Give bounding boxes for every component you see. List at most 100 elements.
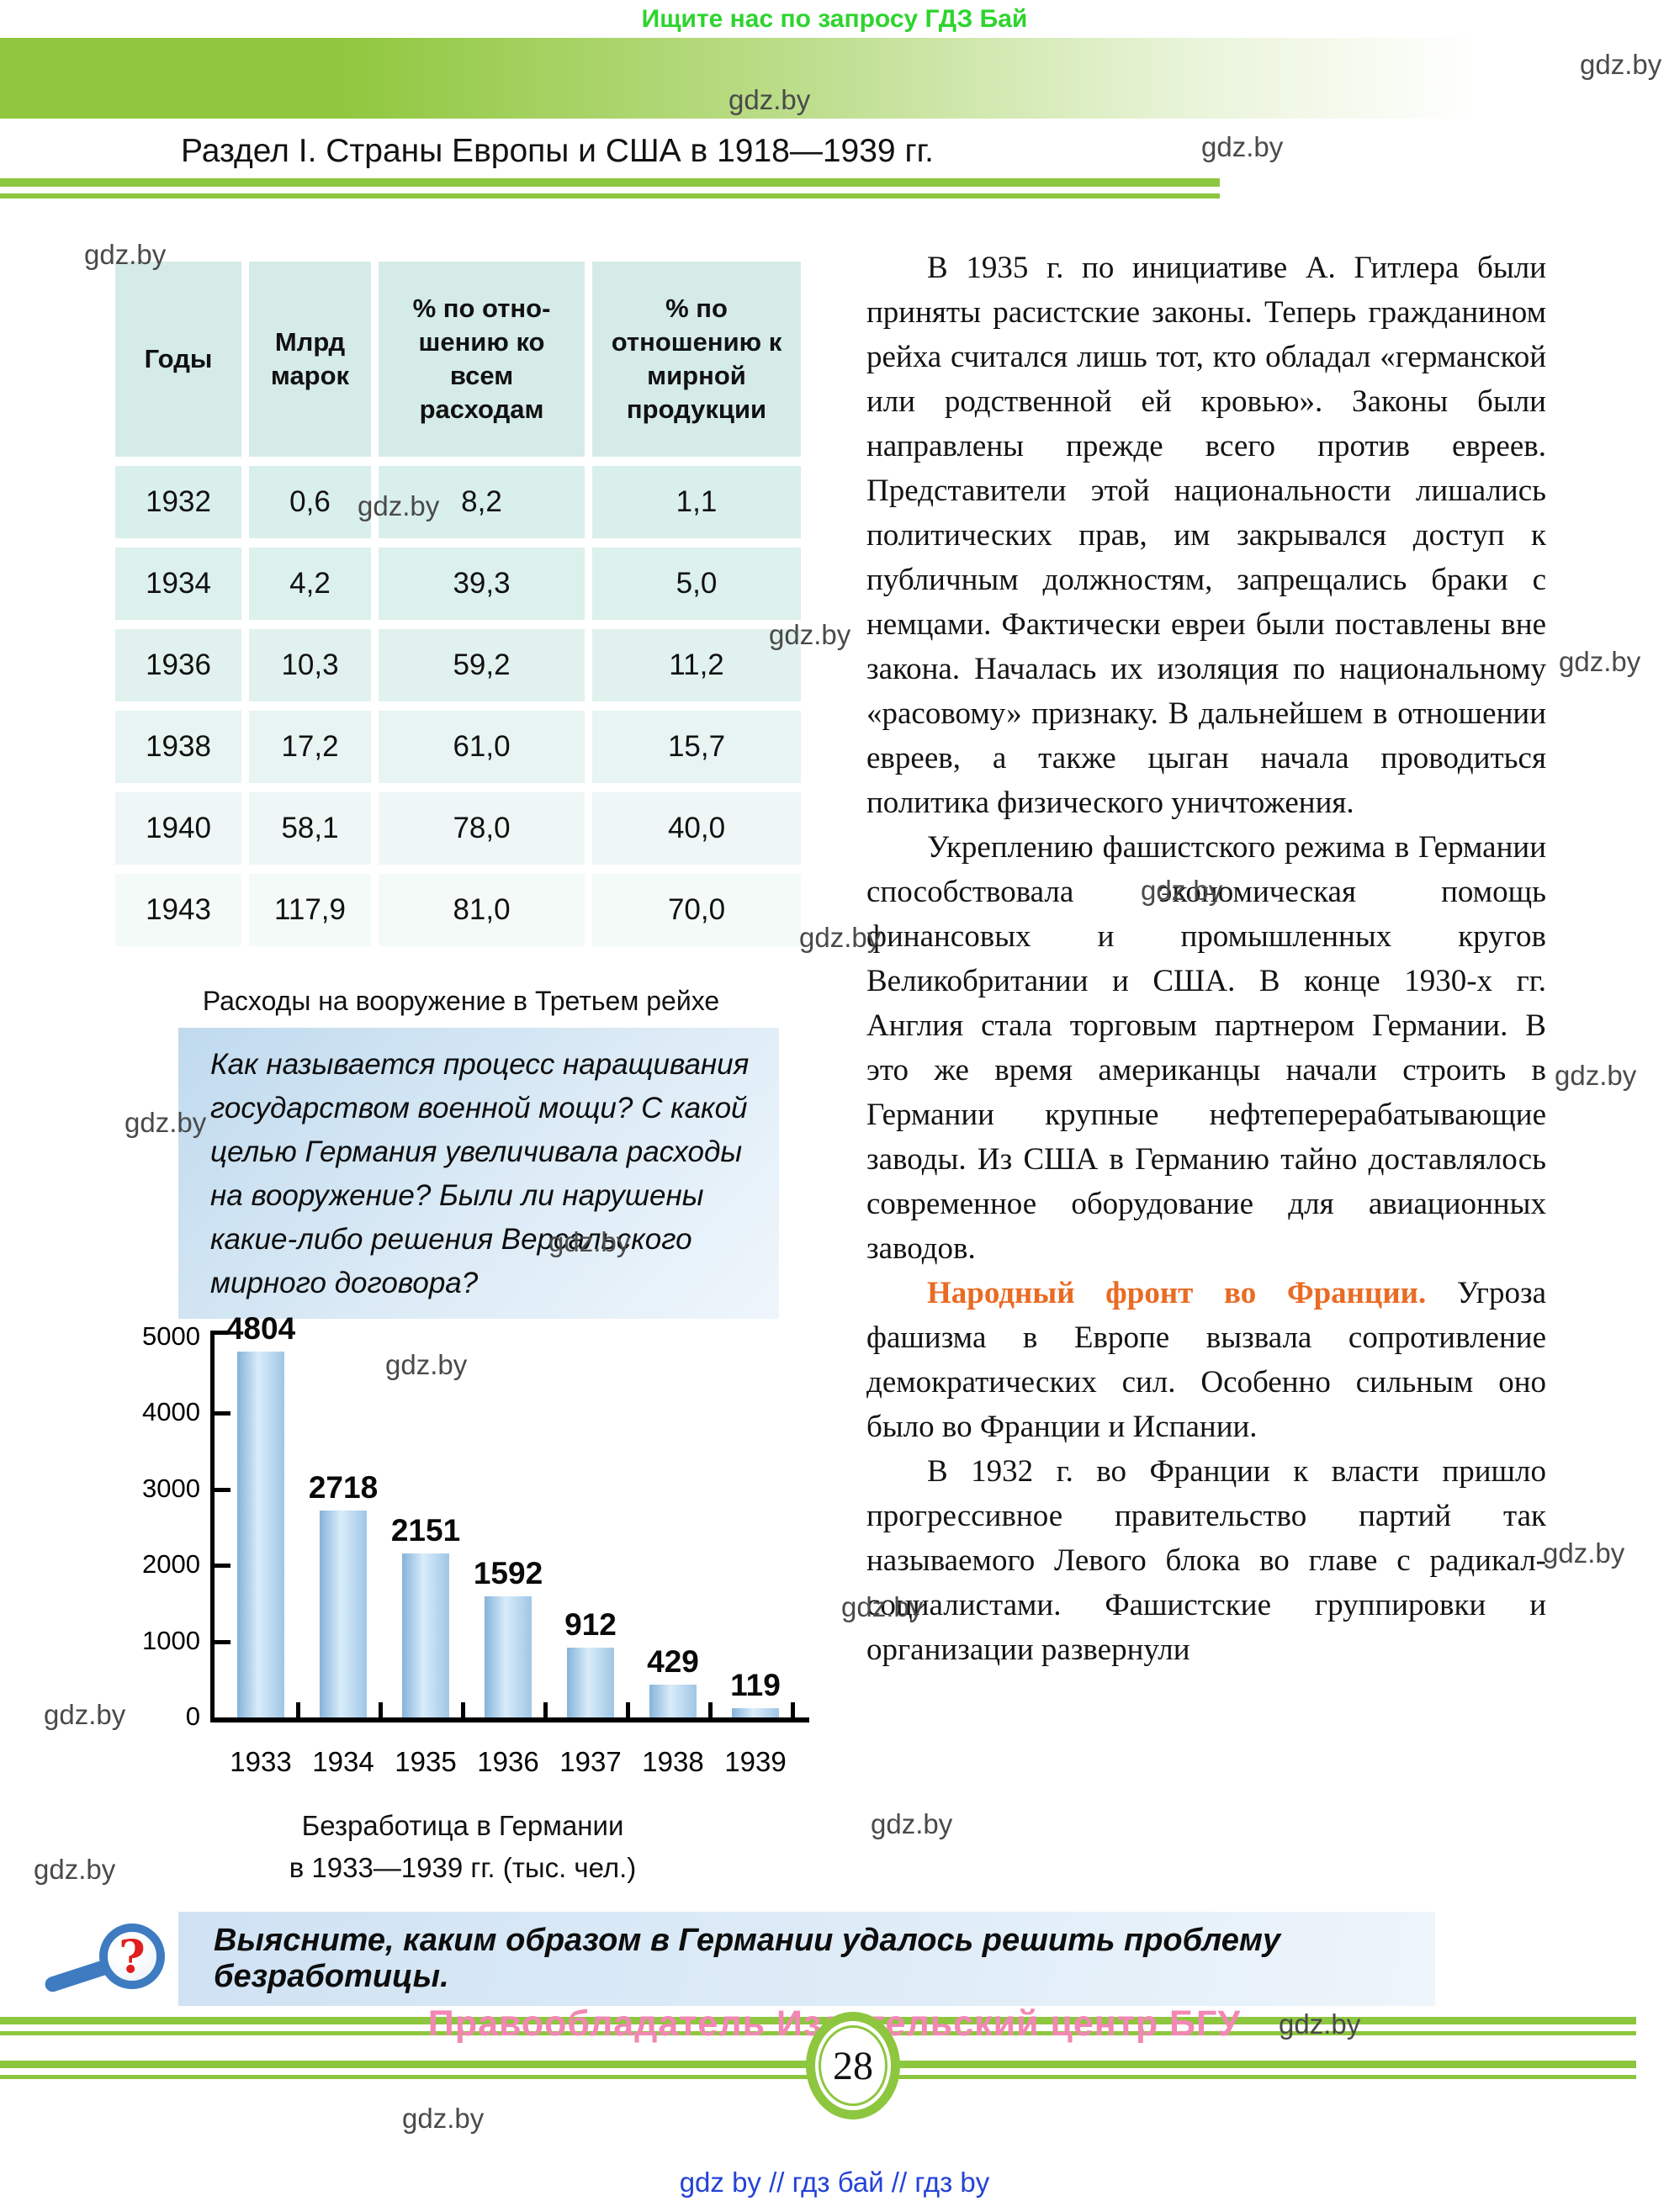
gdzby-watermark: gdz.by — [1559, 646, 1641, 677]
header-green-bar — [0, 38, 1527, 119]
gdzby-watermark: gdz.by — [841, 1591, 924, 1622]
gdzby-watermark: gdz.by — [358, 490, 440, 521]
x-tick-label: 1939 — [724, 1746, 787, 1777]
magnifier-icon — [99, 1924, 165, 1989]
table-cell: 1934 — [115, 548, 241, 620]
table-body: 1932 0,6 8,2 1,1 1934 4,2 39,3 5,0 1936 10,3 59,2 1… — [115, 466, 801, 946]
footer-links-text: gdz by // гдз бай // гдз by — [679, 2167, 990, 2198]
table-cell: 70,0 — [592, 874, 801, 946]
table-row: 1940 58,1 78,0 40,0 — [115, 792, 801, 865]
table-cell: 81,0 — [379, 874, 585, 946]
y-axis — [210, 1331, 215, 1723]
gdzby-watermark: gdz.by — [548, 1226, 631, 1257]
gdzby-watermark: gdz.by — [385, 1349, 468, 1380]
divider-line — [0, 178, 1220, 187]
y-tick-label: 0 — [185, 1701, 200, 1731]
table-header-cell: Млрд марок — [249, 262, 371, 457]
paragraph-heading: Народный фронт во Франции. — [927, 1276, 1457, 1310]
table-cell: 10,3 — [249, 629, 371, 701]
y-tick — [210, 1564, 230, 1568]
chart-caption-line1: Безработица в Германии — [301, 1810, 624, 1841]
table-cell: 78,0 — [379, 792, 585, 865]
divider-line — [0, 193, 1220, 198]
table-row: 1934 4,2 39,3 5,0 — [115, 548, 801, 620]
task-box: Выясните, каким образом в Германии удало… — [178, 1912, 1435, 2006]
table-row: 1932 0,6 8,2 1,1 — [115, 466, 801, 538]
gdzby-watermark: gdz.by — [402, 2103, 485, 2134]
gdzby-watermark: gdz.by — [44, 1699, 126, 1730]
bar-value-label: 912 — [564, 1607, 617, 1642]
article-text: В 1935 г. по инициативе А. Гитлера были … — [866, 246, 1546, 1672]
chart-caption: Безработица в Германии в 1933—1939 гг. (… — [109, 1805, 816, 1889]
table-cell: 58,1 — [249, 792, 371, 865]
question-box: Как называется процесс наращивания госуд… — [178, 1028, 779, 1319]
gdzby-watermark: gdz.by — [799, 922, 882, 953]
x-tick-label: 1936 — [477, 1746, 539, 1777]
x-axis — [210, 1717, 809, 1723]
y-tick-label: 4000 — [142, 1397, 200, 1426]
question-mark-icon: ? — [119, 1929, 146, 1983]
bar — [732, 1708, 779, 1717]
bar-value-label: 2718 — [308, 1470, 379, 1505]
table-cell: 17,2 — [249, 711, 371, 783]
x-tick-label: 1934 — [312, 1746, 374, 1777]
gdzby-watermark: gdz.by — [769, 619, 851, 650]
bar-value-label: 119 — [730, 1668, 781, 1702]
armament-expenses-table: Годы Млрд марок% по отно- шению ко всем р… — [108, 252, 808, 955]
bar — [567, 1648, 614, 1717]
gdzby-watermark: gdz.by — [1580, 49, 1662, 80]
gdzby-watermark: gdz.by — [1201, 131, 1284, 162]
chart-caption-line2: в 1933—1939 гг. (тыс. чел.) — [289, 1852, 637, 1883]
x-tick — [379, 1702, 383, 1717]
table-cell: 59,2 — [379, 629, 585, 701]
table-cell: 1932 — [115, 466, 241, 538]
paragraph: В 1932 г. во Франции к власти пришло про… — [866, 1454, 1546, 1667]
table-cell: 0,6 — [249, 466, 371, 538]
table-cell: 1,1 — [592, 466, 801, 538]
promo-banner-text: Ищите нас по запросу ГДЗ Бай — [641, 5, 1028, 33]
bar — [485, 1596, 532, 1717]
x-tick-label: 1933 — [230, 1746, 292, 1777]
bar-value-label: 429 — [647, 1644, 699, 1679]
table-cell: 40,0 — [592, 792, 801, 865]
table-cell: 117,9 — [249, 874, 371, 946]
table-caption: Расходы на вооружение в Третьем рейхе — [202, 986, 720, 1016]
paragraph: Укреплению фашистского режима в Германии… — [866, 830, 1546, 1266]
x-tick — [461, 1702, 465, 1717]
x-tick — [296, 1702, 300, 1717]
table-header-cell: % по отно- шению ко всем расходам — [379, 262, 585, 457]
table-cell: 1938 — [115, 711, 241, 783]
table-header: Годы Млрд марок% по отно- шению ко всем р… — [115, 262, 801, 457]
gdzby-watermark: gdz.by — [84, 239, 167, 270]
table-cell: 4,2 — [249, 548, 371, 620]
table-header-cell: Годы — [115, 262, 241, 457]
x-tick-label: 1935 — [395, 1746, 457, 1777]
table-cell: 61,0 — [379, 711, 585, 783]
table-header-cell: % по отношению к мирной продукции — [592, 262, 801, 457]
table-row: 1936 10,3 59,2 11,2 — [115, 629, 801, 701]
y-tick-label: 3000 — [142, 1473, 200, 1503]
bar — [402, 1553, 449, 1717]
bar — [649, 1685, 697, 1717]
y-axis-top-tick — [210, 1331, 229, 1335]
table-cell: 1940 — [115, 792, 241, 865]
y-tick-label: 1000 — [142, 1625, 200, 1655]
bar-value-label: 4804 — [225, 1311, 296, 1346]
unemployment-bar-chart: 0 1000 2000 3000 4000 5000 4804 1933 2718 1934 215… — [109, 1311, 816, 1812]
bar — [320, 1511, 367, 1717]
bar-value-label: 2151 — [390, 1513, 461, 1548]
gdzby-watermark: gdz.by — [34, 1854, 116, 1885]
gdzby-watermark: gdz.by — [1555, 1060, 1637, 1091]
table-cell: 1936 — [115, 629, 241, 701]
table-row: 1938 17,2 61,0 15,7 — [115, 711, 801, 783]
table-cell: 11,2 — [592, 629, 801, 701]
x-tick — [543, 1702, 548, 1717]
gdzby-watermark: gdz.by — [1543, 1537, 1625, 1569]
table-row: 1943 117,9 81,0 70,0 — [115, 874, 801, 946]
gdzby-watermark: gdz.by — [125, 1107, 207, 1138]
table-cell: 5,0 — [592, 548, 801, 620]
x-tick-label: 1937 — [559, 1746, 622, 1777]
table-cell: 15,7 — [592, 711, 801, 783]
y-tick-label: 5000 — [142, 1320, 200, 1351]
gdzby-watermark: gdz.by — [871, 1808, 953, 1839]
